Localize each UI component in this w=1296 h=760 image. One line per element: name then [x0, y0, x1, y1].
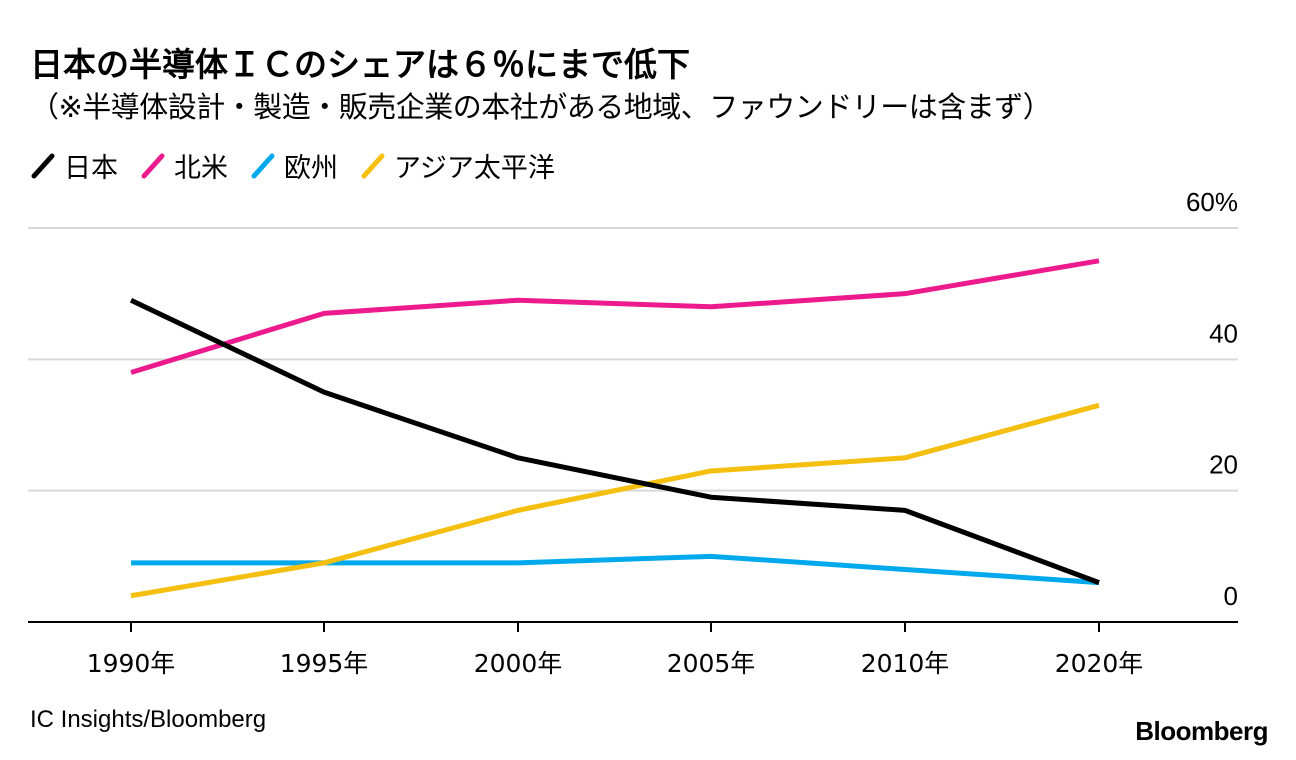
- x-tick-label-4: 2010年: [861, 649, 950, 678]
- line-chart: 0 20 40 60% 1990年 1995年 2000年 2005年 2010年 2020年: [28, 187, 1238, 678]
- legend: 日本 北米 欧州 アジア太平洋: [30, 146, 577, 185]
- series-line-japan: [129, 297, 1100, 585]
- y-tick-label-20: 20: [1209, 450, 1238, 480]
- chart-subtitle: （※半導体設計・製造・販売企業の本社がある地域、ファウンドリーは含まず）: [30, 90, 1052, 124]
- y-tick-label-40: 40: [1209, 318, 1238, 348]
- bloomberg-logo: Bloomberg: [1135, 716, 1268, 746]
- y-tick-label-0: 0: [1224, 581, 1238, 611]
- series-line-asia-pacific: [130, 402, 1100, 599]
- x-tick-label-3: 2005年: [667, 649, 756, 678]
- legend-label-japan: 日本: [64, 153, 118, 184]
- legend-swatch-north-america: [141, 153, 165, 178]
- chart-title: 日本の半導体ＩＣのシェアは６％にまで低下: [30, 45, 690, 84]
- legend-item-north-america: 北米: [140, 146, 228, 185]
- x-tick-label-5: 2020年: [1055, 649, 1144, 678]
- legend-item-europe: 欧州: [250, 146, 338, 185]
- legend-swatch-asia-pacific: [361, 153, 385, 178]
- legend-swatch-japan: [31, 153, 55, 178]
- legend-item-asia-pacific: アジア太平洋: [360, 146, 555, 185]
- legend-label-asia-pacific: アジア太平洋: [394, 153, 555, 184]
- legend-item-japan: 日本: [30, 146, 118, 185]
- legend-label-europe: 欧州: [284, 153, 338, 184]
- x-tick-label-1: 1995年: [280, 649, 369, 678]
- legend-label-north-america: 北米: [174, 153, 228, 184]
- series-line-europe: [131, 553, 1100, 586]
- source-note: IC Insights/Bloomberg: [30, 706, 267, 733]
- series-line-north-america: [130, 258, 1100, 375]
- y-tick-label-60: 60%: [1186, 187, 1238, 217]
- legend-swatch-europe: [251, 153, 275, 178]
- x-tick-label-0: 1990年: [87, 649, 176, 678]
- x-tick-label-2: 2000年: [474, 649, 563, 678]
